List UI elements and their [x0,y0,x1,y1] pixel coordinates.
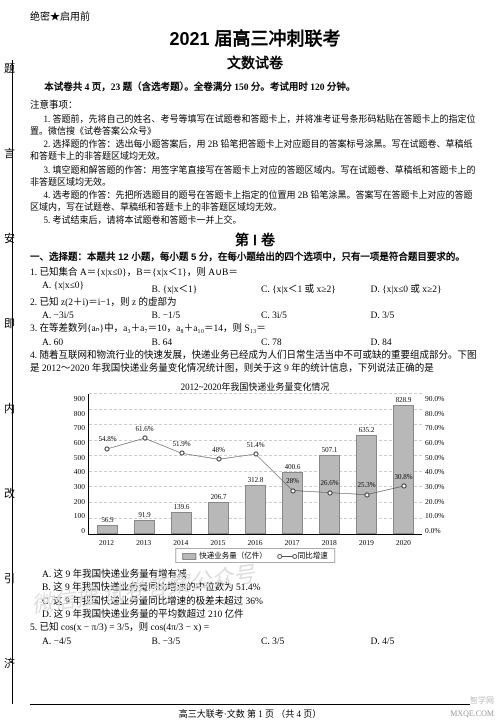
question-4: 4. 随着互联网和物流行业的快速发展，快递业务已经成为人们日常生活当中不可或缺的… [30,350,480,377]
chart-plot: 56.991.9139.6206.7312.8400.6507.1635.282… [88,394,422,535]
chart: 2012~2020年我国快递业务量变化情况 900800700600500400… [60,380,450,565]
section-label: 第 Ⅰ 卷 [30,230,480,250]
notice-item: 5. 考试结束后，请将本试题卷和答题卡一并上交。 [30,214,480,226]
legend-bar-icon [182,553,196,560]
chart-legend: 快递业务量（亿件） 同比增速 [175,548,335,563]
question-2-options: A. −3i/5B. −1/5C. 3i/5D. 3/5 [30,311,480,321]
question-1-options: A. {x|x≤0}B. {x|x＜1}C. {x|x＜1 或 x≥2}D. {… [30,281,480,295]
corner-watermark: 智学网 [470,695,494,706]
y-axis-left: 9008007006005004003002001000 [60,394,85,535]
notice-item: 3. 填空题和解答题的作答：用签字笔直接写在答题卡上对应的答题区域内。写在试题卷… [30,164,480,188]
legend-line-icon [279,556,295,557]
question-5-options: A. −4/5B. −3/5C. 3/5D. 4/5 [30,637,480,647]
question-1: 1. 已知集合 A＝{x|x≤0}，B＝{x|x＜1}，则 A∪B＝ [30,267,480,280]
notice-item: 4. 选考题的作答：先把所选题目的题号在答题卡上指定的位置用 2B 铅笔涂黑。答… [30,189,480,213]
chart-title: 2012~2020年我国快递业务量变化情况 [60,380,450,393]
question-2: 2. 已知 z(2＋i)＝i−1，则 z 的虚部为 [30,297,480,310]
exam-title: 2021 届高三冲刺联考 [30,25,480,51]
exam-intro: 本试卷共 4 页，23 题（含选考题）。全卷满分 150 分。考试用时 120 … [30,79,480,93]
footer: 高三大联考·文数 第 1 页 （共 4 页） [0,704,500,720]
question-3-options: A. 60B. 64C. 78D. 84 [30,338,480,348]
question-5: 5. 已知 cos(x − π/3) = 3/5，则 cos(4π/3 − x)… [30,622,480,635]
section-instruction: 一、选择题：本题共 12 小题，每小题 5 分，在每小题给出的四个选项中，只有一… [30,252,480,264]
question-3: 3. 在等差数列{aₙ}中，a₃＋a₇＝10，a₈＋a₁₀＝14，则 S₁₃＝ [30,323,480,336]
y-axis-right: 90.0%80.0%70.0%60.0%50.0%40.0%30.0%20.0%… [425,394,450,535]
secret-label: 绝密★启用前 [30,8,480,23]
notice-heading: 注意事项： [30,97,480,111]
x-axis: 201220132014201520162017201820192020 [88,538,422,547]
corner-watermark-url: MXQE.COM [450,709,494,718]
statement-d: D. 这 9 年我国快递业务量的平均数超过 210 亿件 [30,609,480,622]
notice-item: 2. 选择题的作答：选出每小题答案后，用 2B 铅笔把答题卡上对应题目的答案标号… [30,138,480,162]
notice-item: 1. 答题前，先将自己的姓名、考号等填写在试题卷和答题卡上，并将准考证号条形码粘… [30,113,480,137]
exam-subtitle: 文数试卷 [30,53,480,73]
side-marks: 题言安即内改引济 [2,0,18,724]
